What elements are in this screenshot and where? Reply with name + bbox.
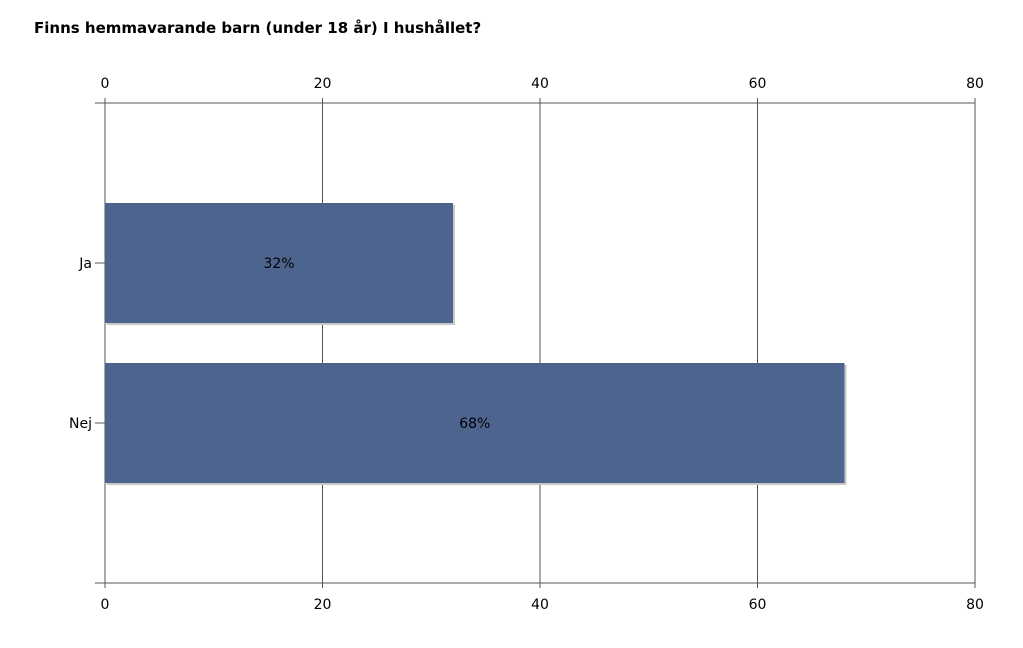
category-label: Nej — [69, 416, 92, 432]
x-tick-label-top: 40 — [531, 76, 549, 92]
x-tick-label-top: 60 — [749, 76, 767, 92]
x-tick-label-top: 80 — [966, 76, 984, 92]
bar-nej — [105, 363, 845, 483]
x-tick-label-bottom: 60 — [749, 597, 767, 613]
x-tick-label-top: 0 — [101, 76, 110, 92]
chart-title: Finns hemmavarande barn (under 18 år) I … — [34, 19, 482, 37]
x-tick-label-bottom: 40 — [531, 597, 549, 613]
data-label: 32% — [263, 256, 294, 272]
x-tick-label-top: 20 — [314, 76, 332, 92]
data-label: 68% — [459, 416, 490, 432]
x-tick-label-bottom: 0 — [101, 597, 110, 613]
category-label: Ja — [78, 256, 92, 272]
bar-ja — [105, 203, 453, 323]
x-tick-label-bottom: 80 — [966, 597, 984, 613]
x-tick-label-bottom: 20 — [314, 597, 332, 613]
